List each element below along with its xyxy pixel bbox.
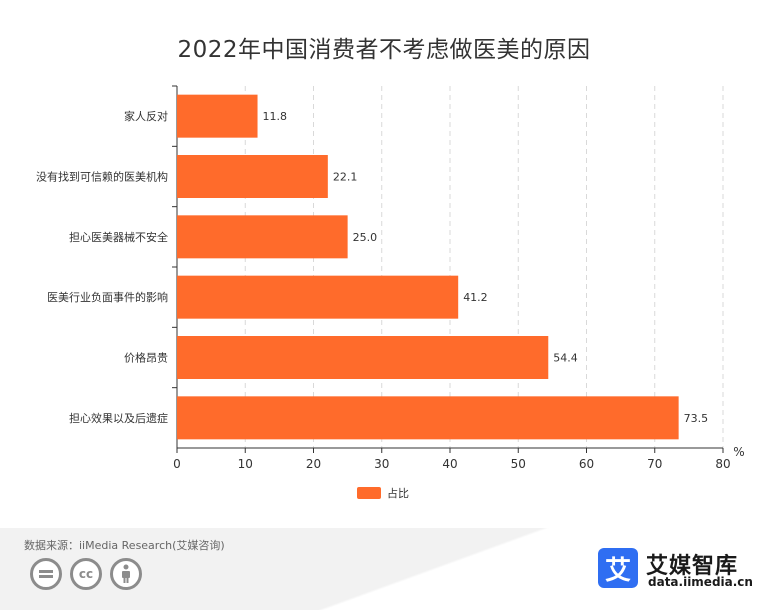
y-category-label: 家人反对 [124,109,168,123]
x-tick-label: 10 [238,457,253,471]
person-icon [110,558,142,590]
x-tick-label: 0 [173,457,181,471]
equals-icon [30,558,62,590]
x-tick-label: 30 [374,457,389,471]
x-axis-unit: % [733,445,744,459]
x-tick-label: 40 [442,457,457,471]
y-category-label: 担心医美器械不安全 [69,230,168,244]
x-tick-label: 50 [511,457,526,471]
bar-value-label: 73.5 [684,412,709,425]
legend-label: 占比 [387,486,409,500]
x-tick-label: 60 [579,457,594,471]
bar-chart: 0 10 20 30 40 50 60 70 80% 家人反对 11.8 没有找到可信赖的医美机构 22… [36,85,745,500]
footer-band [0,528,768,610]
brand-logo-icon: 艾 [598,548,638,588]
chart-title: 2022年中国消费者不考虑做医美的原因 [177,37,591,63]
y-category-label: 医美行业负面事件的影响 [47,290,168,304]
bar [177,336,549,379]
bar [177,215,348,259]
bar-value-label: 41.2 [463,291,488,304]
bar-value-label: 11.8 [263,110,288,123]
cc-icon: cc [70,558,102,590]
y-category-label: 价格昂贵 [124,351,168,365]
brand-name: 艾媒智库 [646,554,739,579]
y-category-label: 担心效果以及后遗症 [69,411,168,425]
x-tick-label: 80 [715,457,730,471]
y-category-label: 没有找到可信赖的医美机构 [36,170,168,184]
legend-swatch [357,487,381,499]
x-tick-label: 20 [306,457,321,471]
bar-value-label: 25.0 [353,231,378,244]
x-tick-label: 70 [647,457,662,471]
data-source: 数据来源：iiMedia Research(艾媒咨询) [24,539,225,552]
bar [177,155,328,198]
bar-value-label: 54.4 [553,352,578,365]
bar [177,94,258,138]
bar [177,275,459,319]
bar [177,396,679,440]
bar-value-label: 22.1 [333,171,358,184]
brand-url: data.iimedia.cn [648,575,753,589]
